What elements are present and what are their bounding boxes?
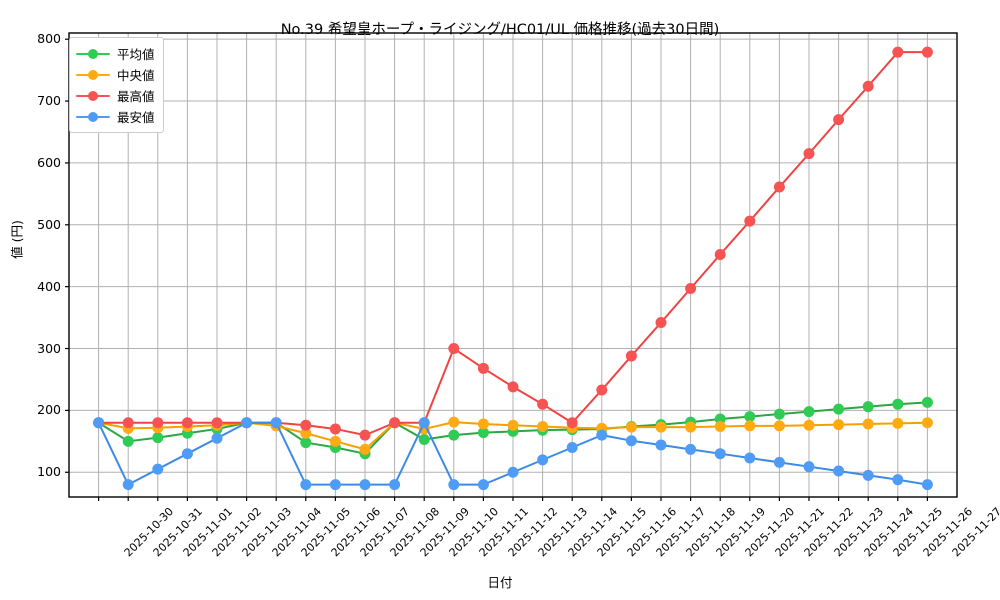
x-axis-label: 日付 — [487, 575, 513, 590]
chart-title: No.39 希望皇ホープ・ライジング/HC01/UL 価格推移(過去30日間) — [280, 22, 720, 38]
legend-item-label: 平均値 — [117, 47, 155, 62]
y-tick-label: 700 — [37, 93, 61, 109]
legend-marker-icon — [76, 110, 110, 124]
y-tick-label: 400 — [37, 278, 61, 294]
data-series-group — [93, 46, 933, 491]
legend-marker-icon — [76, 89, 110, 103]
legend-item-label: 最高値 — [117, 89, 155, 104]
y-tick-label: 300 — [37, 340, 61, 356]
legend-item[interactable]: 最安値 — [76, 106, 155, 127]
y-tick-label: 100 — [37, 464, 61, 480]
legend-marker-icon — [76, 47, 110, 61]
chart-legend: 平均値中央値最高値最安値 — [69, 37, 164, 133]
legend-item[interactable]: 最高値 — [76, 85, 155, 106]
y-tick-label: 200 — [37, 402, 61, 418]
y-tick-label: 500 — [37, 216, 61, 232]
legend-item-label: 中央値 — [117, 68, 155, 83]
legend-item[interactable]: 平均値 — [76, 43, 155, 64]
y-tick-label: 800 — [37, 31, 61, 47]
legend-item[interactable]: 中央値 — [76, 64, 155, 85]
y-tick-label: 600 — [37, 154, 61, 170]
legend-marker-icon — [76, 68, 110, 82]
legend-item-label: 最安値 — [117, 110, 155, 125]
axis-tick-marks — [65, 38, 929, 501]
